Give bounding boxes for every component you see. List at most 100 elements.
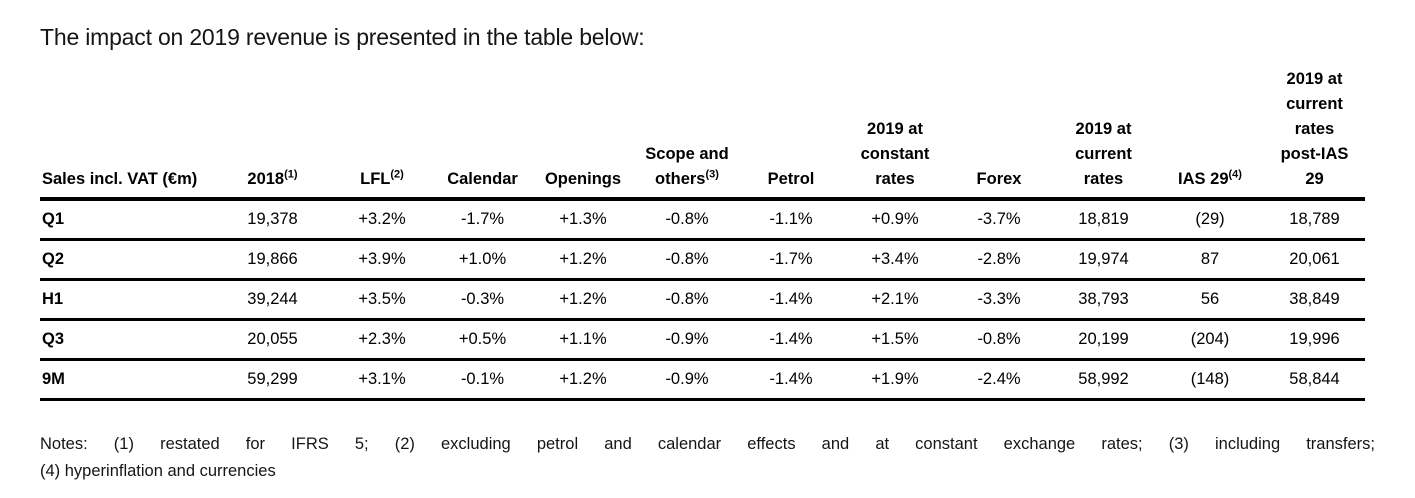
cell-2018: 59,299 bbox=[247, 370, 298, 388]
table-row-q3: Q3 20,055 +2.3% +0.5% +1.1% -0.9% -1.4% +1.5% -0… bbox=[40, 320, 1365, 360]
row-label: Q2 bbox=[42, 250, 65, 268]
cell-petrol: -1.4% bbox=[769, 370, 813, 388]
cell-2019-constant-rates: +3.4% bbox=[871, 250, 919, 268]
table-row-9m: 9M 59,299 +3.1% -0.1% +1.2% -0.9% -1.4% +1.9% -2… bbox=[40, 360, 1365, 400]
column-header-line: 2019 at bbox=[867, 120, 923, 138]
cell-calendar: -0.3% bbox=[460, 290, 505, 308]
cell-petrol: -1.4% bbox=[769, 290, 813, 308]
cell-petrol: -1.1% bbox=[769, 210, 813, 228]
column-header-line: Forex bbox=[976, 170, 1022, 188]
cell-openings: +1.2% bbox=[559, 290, 607, 308]
cell-2019-current-rates-post-ias-29: 58,844 bbox=[1289, 370, 1340, 388]
table-row-q1: Q1 19,378 +3.2% -1.7% +1.3% -0.8% -1.1% +0.9% -3… bbox=[40, 199, 1365, 240]
table-row-q2: Q2 19,866 +3.9% +1.0% +1.2% -0.8% -1.7% +3.4% -2… bbox=[40, 240, 1365, 280]
cell-2019-current-rates: 38,793 bbox=[1078, 290, 1129, 308]
cell-2019-current-rates: 20,199 bbox=[1078, 330, 1129, 348]
column-header-scope-and-others: Scope and others(3) bbox=[635, 67, 739, 201]
cell-2019-current-rates: 58,992 bbox=[1078, 370, 1129, 388]
column-header-forex: Forex bbox=[947, 67, 1051, 201]
cell-ias-29: (29) bbox=[1195, 210, 1225, 228]
table-header: Sales incl. VAT (€m) 2018(1) LFL(2) Calenda… bbox=[40, 67, 1365, 201]
cell-calendar: +1.0% bbox=[458, 250, 507, 268]
cell-forex: -2.8% bbox=[977, 250, 1021, 268]
row-label: H1 bbox=[42, 290, 64, 308]
column-header-line: current bbox=[1286, 95, 1343, 113]
notes-line-1: Notes: (1) restated for IFRS 5; (2) excl… bbox=[40, 435, 1375, 453]
column-header-line: rates bbox=[1083, 170, 1124, 188]
table-header-row: Sales incl. VAT (€m) 2018(1) LFL(2) Calenda… bbox=[40, 67, 1365, 201]
column-header-line: Openings bbox=[544, 170, 622, 188]
column-header-ias-29: IAS 29(4) bbox=[1156, 67, 1264, 201]
document-page: The impact on 2019 revenue is presented … bbox=[40, 24, 1375, 485]
cell-2018: 19,866 bbox=[247, 250, 298, 268]
cell-2019-current-rates-post-ias-29: 20,061 bbox=[1289, 250, 1340, 268]
column-header-line: Sales incl. VAT (€m) bbox=[42, 170, 198, 188]
column-header-line: Calendar bbox=[447, 170, 518, 188]
column-header-openings: Openings bbox=[531, 67, 635, 201]
column-header-lfl: LFL(2) bbox=[330, 67, 434, 201]
cell-2019-current-rates-post-ias-29: 18,789 bbox=[1289, 210, 1340, 228]
cell-2019-constant-rates: +1.5% bbox=[871, 330, 919, 348]
cell-ias-29: (204) bbox=[1190, 330, 1230, 348]
table-row-h1: H1 39,244 +3.5% -0.3% +1.2% -0.8% -1.4% +2.1% -3… bbox=[40, 280, 1365, 320]
cell-scope-and-others: -0.9% bbox=[665, 370, 709, 388]
cell-2019-current-rates: 18,819 bbox=[1078, 210, 1129, 228]
cell-2018: 19,378 bbox=[247, 210, 298, 228]
column-header-2018: 2018(1) bbox=[215, 67, 330, 201]
cell-openings: +1.3% bbox=[559, 210, 607, 228]
column-header-line: current bbox=[1075, 145, 1132, 163]
cell-2019-current-rates-post-ias-29: 38,849 bbox=[1289, 290, 1340, 308]
notes-line-2: (4) hyperinflation and currencies bbox=[40, 462, 276, 480]
column-header-line: 2018(1) bbox=[247, 168, 298, 188]
column-header-line: post-IAS bbox=[1280, 145, 1349, 163]
cell-2019-constant-rates: +0.9% bbox=[871, 210, 919, 228]
cell-petrol: -1.7% bbox=[769, 250, 813, 268]
column-header-2019-current-rates-post-ias-29: 2019 at current rates post-IAS 29 bbox=[1264, 67, 1365, 201]
cell-openings: +1.2% bbox=[559, 370, 607, 388]
column-header-line: 29 bbox=[1305, 170, 1324, 188]
cell-ias-29: 56 bbox=[1200, 290, 1220, 308]
column-header-line: others(3) bbox=[655, 168, 719, 188]
notes-paragraph: Notes: (1) restated for IFRS 5; (2) excl… bbox=[40, 431, 1375, 485]
cell-ias-29: 87 bbox=[1200, 250, 1220, 268]
column-header-petrol: Petrol bbox=[739, 67, 843, 201]
row-label: Q3 bbox=[42, 330, 65, 348]
revenue-impact-table: Sales incl. VAT (€m) 2018(1) LFL(2) Calenda… bbox=[40, 67, 1365, 401]
column-header-line: constant bbox=[860, 145, 930, 163]
column-header-line: IAS 29(4) bbox=[1178, 168, 1242, 188]
page-title: The impact on 2019 revenue is presented … bbox=[40, 24, 645, 50]
column-header-2019-current-rates: 2019 at current rates bbox=[1051, 67, 1156, 201]
cell-petrol: -1.4% bbox=[769, 330, 813, 348]
row-label: 9M bbox=[42, 370, 65, 388]
cell-forex: -0.8% bbox=[977, 330, 1021, 348]
cell-forex: -2.4% bbox=[977, 370, 1021, 388]
cell-scope-and-others: -0.8% bbox=[665, 290, 709, 308]
cell-2019-constant-rates: +2.1% bbox=[871, 290, 919, 308]
cell-2019-constant-rates: +1.9% bbox=[871, 370, 919, 388]
table-body: Q1 19,378 +3.2% -1.7% +1.3% -0.8% -1.1% +0.9% -3… bbox=[40, 199, 1365, 400]
column-header-line: rates bbox=[875, 170, 915, 188]
footnote-superscript: (4) bbox=[1228, 168, 1242, 181]
column-header-sales-incl-vat: Sales incl. VAT (€m) bbox=[40, 67, 215, 201]
footnote-superscript: (3) bbox=[705, 168, 719, 181]
column-header-2019-constant-rates: 2019 at constant rates bbox=[843, 67, 947, 201]
column-header-line: Scope and bbox=[645, 145, 729, 163]
cell-2018: 39,244 bbox=[247, 290, 298, 308]
column-header-line: rates bbox=[1294, 120, 1335, 138]
cell-2019-current-rates: 19,974 bbox=[1078, 250, 1129, 268]
cell-calendar: -0.1% bbox=[460, 370, 505, 388]
cell-calendar: +0.5% bbox=[458, 330, 507, 348]
column-header-calendar: Calendar bbox=[434, 67, 531, 201]
row-label: Q1 bbox=[42, 210, 65, 228]
cell-scope-and-others: -0.9% bbox=[665, 330, 709, 348]
column-header-line: LFL(2) bbox=[360, 168, 404, 188]
cell-ias-29: (148) bbox=[1190, 370, 1230, 388]
cell-forex: -3.7% bbox=[977, 210, 1021, 228]
cell-scope-and-others: -0.8% bbox=[665, 250, 709, 268]
cell-2019-current-rates-post-ias-29: 19,996 bbox=[1289, 330, 1340, 348]
cell-lfl: +2.3% bbox=[358, 330, 406, 348]
cell-lfl: +3.9% bbox=[358, 250, 406, 268]
footnote-superscript: (1) bbox=[284, 168, 298, 181]
cell-lfl: +3.2% bbox=[358, 210, 406, 228]
cell-2018: 20,055 bbox=[247, 330, 298, 348]
